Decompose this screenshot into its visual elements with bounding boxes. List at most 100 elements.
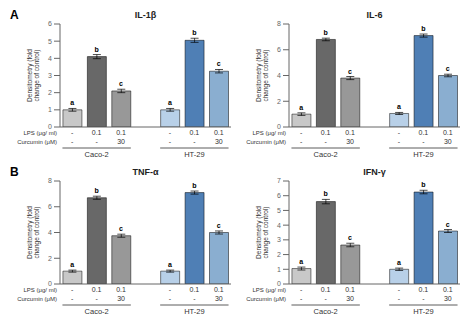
svg-text:Curcumin (μM): Curcumin (μM) (17, 296, 57, 302)
svg-text:-: - (71, 295, 74, 302)
svg-text:-: - (300, 286, 303, 293)
svg-text:c: c (348, 234, 352, 241)
svg-text:2: 2 (48, 255, 52, 262)
svg-text:3: 3 (277, 236, 281, 243)
svg-text:30: 30 (444, 295, 452, 302)
svg-text:c: c (348, 68, 352, 75)
svg-text:Densitometry (foldchange of co: Densitometry (foldchange of control) (26, 206, 41, 259)
svg-text:0.1: 0.1 (418, 286, 428, 293)
svg-text:a: a (397, 259, 401, 266)
svg-text:30: 30 (346, 138, 354, 145)
svg-text:-: - (398, 295, 401, 302)
svg-text:Caco-2: Caco-2 (314, 307, 338, 316)
svg-text:0.1: 0.1 (214, 129, 224, 136)
svg-text:b: b (95, 46, 99, 53)
svg-text:-: - (193, 138, 196, 145)
svg-text:1: 1 (277, 266, 281, 273)
svg-text:-: - (398, 129, 401, 136)
svg-text:1: 1 (48, 106, 52, 113)
svg-text:2: 2 (277, 98, 281, 105)
svg-text:8: 8 (277, 20, 281, 27)
svg-text:0.1: 0.1 (443, 286, 453, 293)
svg-text:Curcumin (μM): Curcumin (μM) (246, 139, 286, 145)
svg-text:0.1: 0.1 (345, 286, 355, 293)
svg-text:-: - (169, 295, 172, 302)
svg-text:6: 6 (277, 46, 281, 53)
svg-text:c: c (446, 65, 450, 72)
svg-text:Densitometry (foldchange of co: Densitometry (foldchange of control) (255, 49, 270, 102)
svg-text:b: b (324, 190, 328, 197)
svg-text:a: a (299, 258, 303, 265)
svg-text:Caco-2: Caco-2 (314, 150, 338, 159)
svg-text:-: - (300, 295, 303, 302)
svg-text:4: 4 (277, 222, 281, 229)
svg-text:a: a (168, 99, 172, 106)
svg-text:LPS (μg/ ml): LPS (μg/ ml) (253, 130, 286, 136)
svg-text:b: b (324, 29, 328, 36)
svg-text:Curcumin (μM): Curcumin (μM) (17, 139, 57, 145)
svg-text:a: a (168, 261, 172, 268)
svg-text:2: 2 (277, 251, 281, 258)
svg-text:HT-29: HT-29 (184, 307, 204, 316)
svg-text:5: 5 (277, 207, 281, 214)
svg-text:-: - (71, 129, 74, 136)
svg-text:2: 2 (48, 89, 52, 96)
svg-text:-: - (193, 295, 196, 302)
svg-text:0.1: 0.1 (189, 286, 199, 293)
svg-text:0.1: 0.1 (321, 286, 331, 293)
svg-text:b: b (95, 187, 99, 194)
svg-text:-: - (300, 129, 303, 136)
svg-text:0.1: 0.1 (189, 129, 199, 136)
svg-text:b: b (421, 25, 425, 32)
svg-text:30: 30 (346, 295, 354, 302)
svg-text:b: b (192, 29, 196, 36)
svg-text:a: a (70, 261, 74, 268)
svg-text:-: - (300, 138, 303, 145)
svg-text:c: c (217, 60, 221, 67)
svg-text:-: - (169, 286, 172, 293)
svg-text:4: 4 (48, 229, 52, 236)
svg-text:-: - (95, 295, 98, 302)
svg-text:a: a (70, 99, 74, 106)
svg-text:0: 0 (277, 123, 281, 130)
svg-text:-: - (71, 138, 74, 145)
svg-text:a: a (397, 103, 401, 110)
svg-text:Curcumin (μM): Curcumin (μM) (246, 296, 286, 302)
svg-text:Caco-2: Caco-2 (85, 150, 109, 159)
svg-text:0.1: 0.1 (116, 286, 126, 293)
svg-text:c: c (119, 225, 123, 232)
svg-text:0: 0 (48, 280, 52, 287)
svg-text:HT-29: HT-29 (413, 307, 433, 316)
svg-text:HT-29: HT-29 (413, 150, 433, 159)
svg-text:0.1: 0.1 (418, 129, 428, 136)
svg-text:-: - (95, 138, 98, 145)
svg-text:7: 7 (277, 177, 281, 184)
svg-text:c: c (446, 221, 450, 228)
svg-text:-: - (324, 138, 327, 145)
svg-text:30: 30 (117, 295, 125, 302)
svg-text:-: - (398, 138, 401, 145)
svg-text:Caco-2: Caco-2 (85, 307, 109, 316)
svg-text:-: - (71, 286, 74, 293)
svg-text:8: 8 (48, 177, 52, 184)
svg-text:0.1: 0.1 (321, 129, 331, 136)
svg-text:6: 6 (48, 203, 52, 210)
svg-text:4: 4 (48, 55, 52, 62)
svg-text:6: 6 (277, 192, 281, 199)
svg-text:0: 0 (48, 123, 52, 130)
svg-text:-: - (169, 129, 172, 136)
svg-text:5: 5 (48, 38, 52, 45)
svg-text:-: - (398, 286, 401, 293)
svg-text:30: 30 (444, 138, 452, 145)
svg-text:0.1: 0.1 (92, 129, 102, 136)
svg-text:a: a (299, 104, 303, 111)
svg-text:c: c (217, 222, 221, 229)
svg-text:b: b (421, 181, 425, 188)
svg-text:6: 6 (48, 20, 52, 27)
svg-text:LPS (μg/ ml): LPS (μg/ ml) (253, 287, 286, 293)
svg-text:c: c (119, 80, 123, 87)
svg-text:Densitometry (foldchange of co: Densitometry (foldchange of control) (255, 206, 270, 259)
svg-text:-: - (169, 138, 172, 145)
svg-text:30: 30 (215, 295, 223, 302)
svg-text:0.1: 0.1 (443, 129, 453, 136)
